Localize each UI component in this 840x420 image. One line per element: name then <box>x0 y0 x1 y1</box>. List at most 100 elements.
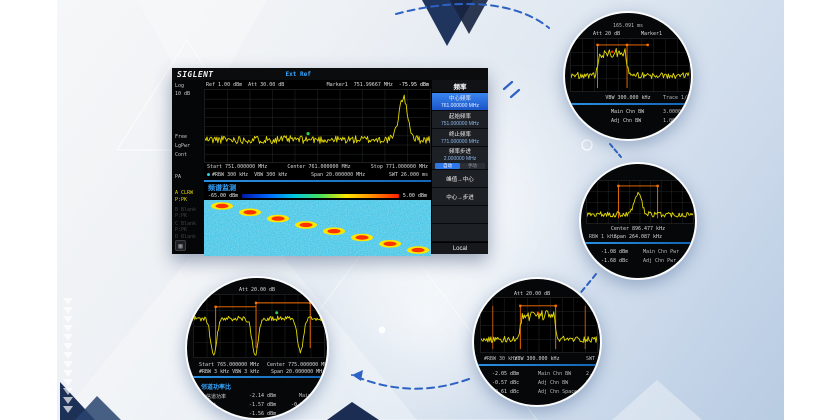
acpr-bracket-icon <box>215 302 311 349</box>
c2-adj-chn-pwr-label: Adj Chn Pwr <box>643 258 677 264</box>
vbw-value: VBW 300 kHz <box>254 172 288 178</box>
c4-row1-right: Main Chn <box>299 393 324 399</box>
c3-row2-label: Adj Chn BW <box>538 380 569 386</box>
c4-attenuation: Att 20.00 dB <box>238 287 276 293</box>
c3-row1-value2: 2.000000 MHz <box>586 371 602 377</box>
color-scale-row: -65.00 dBm 5.00 dBm <box>204 192 431 200</box>
lgpwr-label: LgPwr <box>175 143 191 149</box>
c3-row3-label: Adj Chn Space <box>538 389 578 395</box>
c4-row2-label: 下邻道 <box>201 403 217 409</box>
c1-top-readout: 165.091 ms <box>612 23 644 29</box>
softkey-menu: 频率 中心频率 761.000000 MHz 起始频率 751.000000 M… <box>431 80 488 254</box>
c3-row3-value: -0.61 dBc <box>492 389 520 395</box>
waterfall-display <box>204 200 431 256</box>
pa-label: PA <box>175 174 182 180</box>
trace-a-detector: P:PK <box>175 197 188 203</box>
c3-row1-label: Main Chn BW <box>538 371 572 377</box>
softkey-frequency-step[interactable]: 频率步进 2.000000 MHz 自动 手动 <box>432 147 488 170</box>
chevron-column-icon <box>63 298 73 413</box>
trace-a-label: A CLRW <box>175 190 194 196</box>
trace-b-label: B Blank <box>175 207 197 213</box>
c4-start-frequency: Start 765.000000 MHz <box>199 362 260 368</box>
marker-dot-icon <box>275 311 279 315</box>
frequency-row: Start 751.000000 MHz Center 761.000000 M… <box>204 163 431 171</box>
c4-center-frequency: Center 775.000000 MHz <box>267 362 329 368</box>
c3-row2-value: -0.57 dBc <box>492 380 520 386</box>
c1-adj-chn-bw-value: 1.000000 MHz <box>663 118 691 124</box>
c4-rbw-vbw: #RBW 3 kHz VBW 3 kHz <box>199 369 260 375</box>
trace-b-detector: P:PK <box>175 213 188 219</box>
c4-row1-power: -2.14 dBm <box>249 393 277 399</box>
auto-manual-toggle[interactable]: 自动 手动 <box>435 163 485 169</box>
trace-d-label: D Blank <box>175 234 197 240</box>
separator-bar <box>191 376 323 378</box>
c3-row2-value2: 300.000 kHz <box>586 380 602 386</box>
c1-adj-chn-bw-label: Adj Chn BW <box>611 118 642 124</box>
separator-bar <box>204 180 431 182</box>
c2-main-chn-pwr-value: -1.08 dBm <box>601 249 629 255</box>
softkey-empty-1 <box>432 206 488 224</box>
c2-span: Span 264.087 kHz <box>613 234 663 240</box>
c2-adj-chn-pwr-value: -1.68 dBc <box>601 258 629 264</box>
softkey-center-frequency[interactable]: 中心频率 761.000000 MHz <box>432 93 488 111</box>
separator-bar <box>569 103 687 105</box>
screen-topbar: SIGLENT Ext Ref <box>172 68 488 80</box>
c3-row1-value: -2.05 dBm <box>492 371 520 377</box>
marker-frequency: 751.99667 MHz <box>353 81 393 88</box>
c1-attenuation: Att 20 dB <box>593 31 621 37</box>
attenuation: Att 30.00 dB <box>248 81 285 88</box>
c4-row2-power: -1.57 dBm <box>249 402 277 408</box>
c1-trace-info: Trace 1/8 <box>663 95 691 101</box>
c4-span: Span 20.000000 MHz <box>271 369 326 375</box>
scale-label: 10 dB <box>175 91 191 97</box>
trace-c-detector: P:PK <box>175 227 188 233</box>
c3-vbw: VBW 300.000 kHz <box>514 356 560 362</box>
softkey-center-to-step[interactable]: 中心→步进 <box>432 188 488 206</box>
softkey-empty-2 <box>432 224 488 242</box>
zoom-circle-acpr: Att 20.00 dB Start 765.000000 MHz Center… <box>185 276 329 420</box>
siglent-logo: SIGLENT <box>177 69 214 79</box>
zoom-circle-occupied-bw: 165.091 ms Att 20 dB Marker1 VBW 300.000… <box>563 11 693 141</box>
ref-level: Ref 1.00 dBm <box>206 81 243 88</box>
softkey-start-frequency[interactable]: 起始频率 751.000000 MHz <box>432 111 488 129</box>
separator-bar <box>585 242 691 244</box>
free-run-label: Free <box>175 134 188 140</box>
left-parameter-sidebar: Log 10 dB Free LgPwr Cont PA A CLRW P:PK… <box>172 80 204 254</box>
zoom-circle-channel-power: Center 896.477 kHz RBW 1 kHz Span 264.08… <box>579 162 697 280</box>
marker-dot-icon <box>306 132 310 136</box>
menu-title: 频率 <box>432 80 488 93</box>
c4-row3-ratio: -0.61 dBc <box>291 411 319 417</box>
c4-row2-ratio: -0.57 dBc <box>291 402 319 408</box>
cont-label: Cont <box>175 152 188 158</box>
c4-row3-label: 上邻道 <box>201 412 217 418</box>
c2-main-chn-pwr-label: Main Chn Pwr <box>643 249 680 255</box>
color-scale-bar <box>242 194 399 198</box>
marker-dot-icon <box>611 50 614 54</box>
sweep-time: SWT 26.000 ms <box>388 172 428 178</box>
c1-main-chn-bw-label: Main Chn BW <box>611 109 645 115</box>
c1-marker-label: Marker1 <box>641 31 663 37</box>
annotation-row: Ref 1.00 dBm Att 30.00 dB Marker1 751.99… <box>204 80 431 89</box>
center-frequency: Center 761.000000 MHz <box>287 164 351 170</box>
log-label: Log <box>175 83 185 89</box>
trace-bullet-icon: ● <box>207 172 211 178</box>
c4-acpr-title: 邻道功率比 <box>201 385 232 391</box>
separator-bar <box>478 364 596 366</box>
start-frequency: Start 751.000000 MHz <box>207 164 268 170</box>
softkey-peak-to-center[interactable]: 峰值→中心 <box>432 170 488 188</box>
keypad-icon[interactable]: ▦ <box>175 240 186 251</box>
c1-vbw: VBW 300.000 kHz <box>605 95 651 101</box>
analyzer-screen: SIGLENT Ext Ref Log 10 dB Free LgPwr Con… <box>172 68 488 256</box>
marker-label: Marker1 <box>326 81 348 88</box>
c2-center-frequency: Center 896.477 kHz <box>610 226 666 232</box>
softkey-stop-frequency[interactable]: 终止频率 771.000000 MHz <box>432 129 488 147</box>
span-value: Span 20.000000 MHz <box>310 172 366 178</box>
stop-frequency: Stop 771.000000 MHz <box>370 164 428 170</box>
c1-main-chn-bw-value: 3.000000 MHz <box>663 109 691 115</box>
c4-row3-power: -1.56 dBm <box>249 411 277 417</box>
scale-min: -65.00 dBm <box>208 193 239 199</box>
local-button[interactable]: Local <box>432 242 488 254</box>
zoom-circle-adjacent-channel: Att 20.00 dB #RBW 30 kHz VBW 300.000 kHz… <box>472 277 602 407</box>
ext-ref-status: Ext Ref <box>285 70 311 78</box>
